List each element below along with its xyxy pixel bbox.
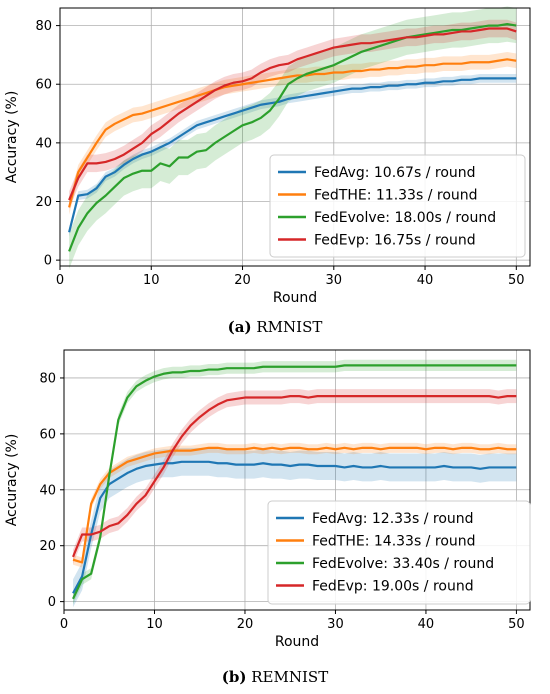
x-tick-label: 50 bbox=[508, 617, 525, 632]
caption-letter: (a) bbox=[227, 318, 252, 336]
y-tick-label: 0 bbox=[44, 254, 52, 269]
series-line bbox=[72, 364, 517, 600]
x-tick-label: 20 bbox=[237, 617, 254, 632]
legend-entry: FedEvp: 16.75s / round bbox=[314, 233, 476, 249]
legend-entry: FedEvolve: 18.00s / round bbox=[314, 210, 496, 226]
caption-letter: (b) bbox=[221, 668, 247, 686]
legend-entry: FedAvg: 10.67s / round bbox=[314, 165, 476, 181]
series-line bbox=[68, 77, 517, 233]
plot-frame bbox=[59, 7, 531, 267]
x-tick-label: 40 bbox=[418, 617, 435, 632]
y-axis-label: Accuracy (%) bbox=[4, 434, 20, 527]
series-group bbox=[72, 359, 517, 608]
caption-text: RMNIST bbox=[256, 318, 323, 336]
x-axis-label: Round bbox=[273, 290, 317, 306]
y-tick-label: 80 bbox=[39, 371, 56, 386]
legend-box bbox=[269, 154, 526, 258]
x-tick-label: 50 bbox=[508, 273, 525, 288]
y-tick-label: 60 bbox=[35, 78, 52, 93]
series-band bbox=[73, 447, 517, 608]
series-line bbox=[68, 23, 517, 252]
series-line bbox=[68, 58, 517, 208]
caption-text: REMNIST bbox=[251, 668, 329, 686]
x-tick-label: 0 bbox=[60, 617, 68, 632]
y-axis-label: Accuracy (%) bbox=[4, 91, 20, 184]
legend-entry: FedTHE: 14.33s / round bbox=[312, 534, 476, 550]
caption-remnist: (b) REMNIST bbox=[0, 668, 550, 686]
x-tick-label: 10 bbox=[146, 617, 163, 632]
x-tick-label: 20 bbox=[234, 273, 251, 288]
x-tick-label: 30 bbox=[326, 273, 343, 288]
series-band bbox=[69, 6, 517, 269]
y-tick-label: 60 bbox=[39, 427, 56, 442]
caption-rmnist: (a) RMNIST bbox=[0, 318, 550, 336]
x-tick-label: 40 bbox=[417, 273, 434, 288]
legend-entry: FedEvp: 19.00s / round bbox=[312, 579, 474, 595]
series-band bbox=[69, 51, 517, 215]
y-tick-label: 40 bbox=[35, 136, 52, 151]
ticks: 0 10 20 30 40 50 0 20 40 60 80 bbox=[39, 371, 524, 632]
legend-entry: FedEvolve: 33.40s / round bbox=[312, 556, 494, 572]
legend-box bbox=[267, 500, 531, 605]
x-tick-label: 30 bbox=[327, 617, 344, 632]
series-line bbox=[72, 395, 517, 558]
y-tick-label: 80 bbox=[35, 19, 52, 34]
x-tick-label: 0 bbox=[56, 273, 64, 288]
chart-remnist: 0 10 20 30 40 50 0 20 40 60 80 Round Accuracy (%) Fed… bbox=[4, 349, 531, 650]
x-tick-label: 10 bbox=[143, 273, 160, 288]
y-tick-label: 20 bbox=[35, 195, 52, 210]
y-tick-label: 20 bbox=[39, 539, 56, 554]
y-tick-label: 0 bbox=[48, 595, 56, 610]
series-line bbox=[68, 27, 517, 201]
series-group bbox=[68, 6, 517, 269]
x-axis-label: Round bbox=[275, 634, 319, 650]
legend-entry: FedAvg: 12.33s / round bbox=[312, 511, 474, 527]
legend-entry: FedTHE: 11.33s / round bbox=[314, 188, 478, 204]
series-band bbox=[69, 19, 517, 209]
series-line bbox=[72, 446, 517, 564]
plot-frame bbox=[63, 349, 531, 611]
chart-rmnist: 0 10 20 30 40 50 0 20 40 60 80 Round Accuracy (%) Fed… bbox=[4, 6, 531, 306]
legend: FedAvg: 12.33s / round FedTHE: 14.33s / r… bbox=[267, 500, 531, 605]
series-line bbox=[72, 460, 517, 594]
y-tick-label: 40 bbox=[39, 483, 56, 498]
ticks: 0 10 20 30 40 50 0 20 40 60 80 bbox=[35, 19, 524, 288]
legend: FedAvg: 10.67s / round FedTHE: 11.33s / r… bbox=[269, 154, 526, 258]
grid bbox=[59, 8, 530, 266]
